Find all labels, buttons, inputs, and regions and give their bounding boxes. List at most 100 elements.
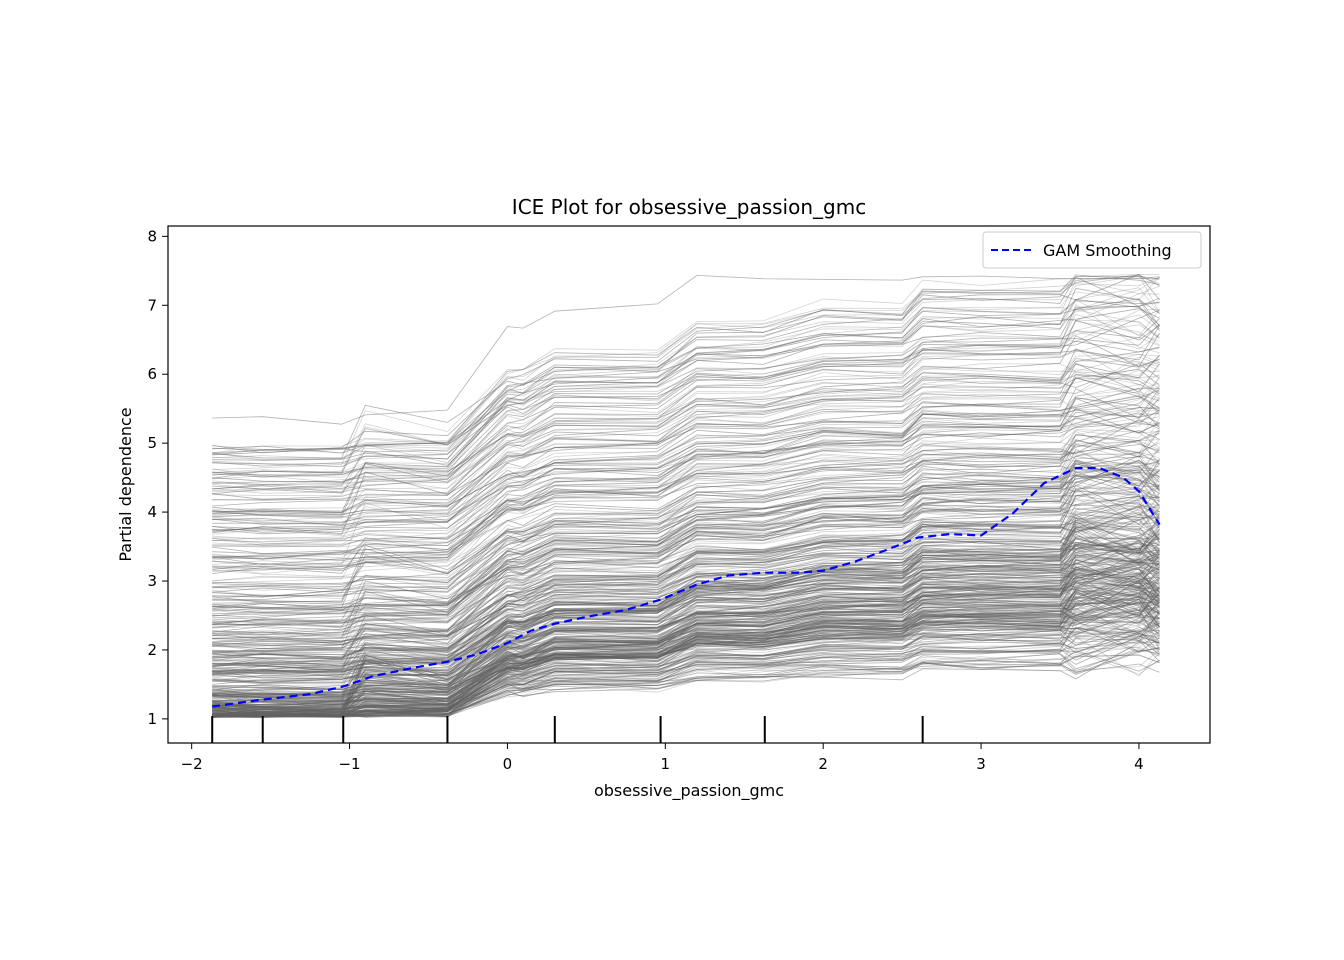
ice-curve: [212, 348, 1160, 514]
ice-curve: [212, 471, 1160, 586]
ice-curve: [212, 626, 1160, 718]
ice-curve: [212, 519, 1160, 689]
ice-curve: [212, 536, 1160, 665]
ice-curve: [212, 301, 1160, 495]
ice-curve: [212, 620, 1160, 703]
ice-curve: [212, 598, 1160, 691]
ice-curve: [212, 574, 1160, 715]
ice-curve: [212, 432, 1160, 585]
ice-curve: [212, 529, 1160, 674]
ice-curve: [212, 451, 1160, 611]
ice-curve: [212, 559, 1160, 712]
ice-curve: [212, 397, 1160, 516]
ice-curve: [212, 494, 1160, 660]
ice-curve: [212, 546, 1160, 717]
ice-curve: [212, 274, 1160, 425]
ice-curve: [212, 337, 1160, 501]
x-tick-label: 3: [976, 755, 986, 773]
ice-curve: [212, 542, 1160, 672]
ice-curve: [212, 564, 1160, 699]
ice-curve: [212, 626, 1160, 718]
ice-curve: [212, 568, 1160, 716]
ice-curve: [212, 348, 1160, 514]
ice-curve: [212, 603, 1160, 697]
ice-curve: [212, 526, 1160, 654]
ice-curve: [212, 373, 1160, 507]
ice-curve: [212, 633, 1160, 716]
ice-curve: [212, 556, 1160, 656]
ice-curve: [212, 463, 1160, 626]
ice-curve: [212, 511, 1160, 636]
ice-curve: [212, 455, 1160, 627]
ice-curve: [212, 534, 1160, 713]
ice-curve: [212, 285, 1160, 484]
ice-curve: [212, 542, 1160, 672]
ice-curve: [212, 429, 1160, 560]
ice-curve: [212, 429, 1160, 560]
ice-curve: [212, 409, 1160, 525]
ice-curve: [212, 582, 1160, 715]
ice-curve: [212, 641, 1160, 718]
rug-marks: [211, 716, 924, 743]
ice-curve: [212, 348, 1160, 514]
ice-curve: [212, 325, 1160, 479]
ice-curve: [212, 448, 1160, 628]
ice-curve: [212, 588, 1160, 716]
ice-curve: [212, 627, 1160, 718]
ice-curve: [212, 462, 1160, 598]
ice-curve: [212, 406, 1160, 574]
ice-curve: [212, 388, 1160, 527]
y-tick-label: 8: [147, 227, 157, 245]
ice-curve: [212, 590, 1160, 708]
ice-curve: [212, 562, 1160, 707]
ice-curve: [212, 461, 1160, 603]
ice-curve: [212, 580, 1160, 713]
ice-curve: [212, 481, 1160, 654]
ice-curve: [212, 555, 1160, 701]
ice-curve: [212, 318, 1160, 493]
ice-curve: [212, 587, 1160, 718]
ice-curve: [212, 385, 1160, 548]
ice-curve: [212, 597, 1160, 695]
ice-curve: [212, 558, 1160, 685]
ice-curve: [212, 558, 1160, 694]
ice-curve: [212, 518, 1160, 684]
ice-curve: [212, 566, 1160, 718]
ice-curve: [212, 444, 1160, 593]
ice-curve: [212, 549, 1160, 690]
ice-curve: [212, 501, 1160, 608]
ice-curve: [212, 298, 1160, 465]
ice-curve: [212, 319, 1160, 500]
ice-curve: [212, 563, 1160, 671]
ice-curve: [212, 570, 1160, 696]
ice-curve: [212, 577, 1160, 717]
ice-curve: [212, 592, 1160, 709]
ice-curve: [212, 534, 1160, 653]
ice-curve: [212, 507, 1160, 662]
ice-curve: [212, 411, 1160, 535]
ice-curve: [212, 587, 1160, 711]
ice-curve: [212, 575, 1160, 698]
ice-curve: [212, 409, 1160, 584]
ice-curve: [212, 276, 1160, 456]
ice-curve: [212, 649, 1160, 717]
ice-curve: [212, 659, 1160, 717]
ice-curve: [212, 495, 1160, 625]
ice-curve: [212, 626, 1160, 718]
ice-curve: [212, 601, 1160, 703]
ice-curve: [212, 601, 1160, 709]
ice-curve: [212, 412, 1160, 570]
ice-curve: [212, 575, 1160, 718]
ice-curve: [212, 542, 1160, 642]
ice-curve: [212, 287, 1160, 490]
ice-curve: [212, 623, 1160, 718]
ice-curve: [212, 551, 1160, 717]
ice-curve: [212, 368, 1160, 523]
ice-curve: [212, 598, 1160, 718]
ice-curve: [212, 571, 1160, 704]
ice-curve: [212, 547, 1160, 694]
ice-curve: [212, 332, 1160, 517]
y-axis-label: Partial dependence: [116, 407, 135, 561]
ice-curve: [212, 601, 1160, 717]
ice-curve: [212, 513, 1160, 671]
